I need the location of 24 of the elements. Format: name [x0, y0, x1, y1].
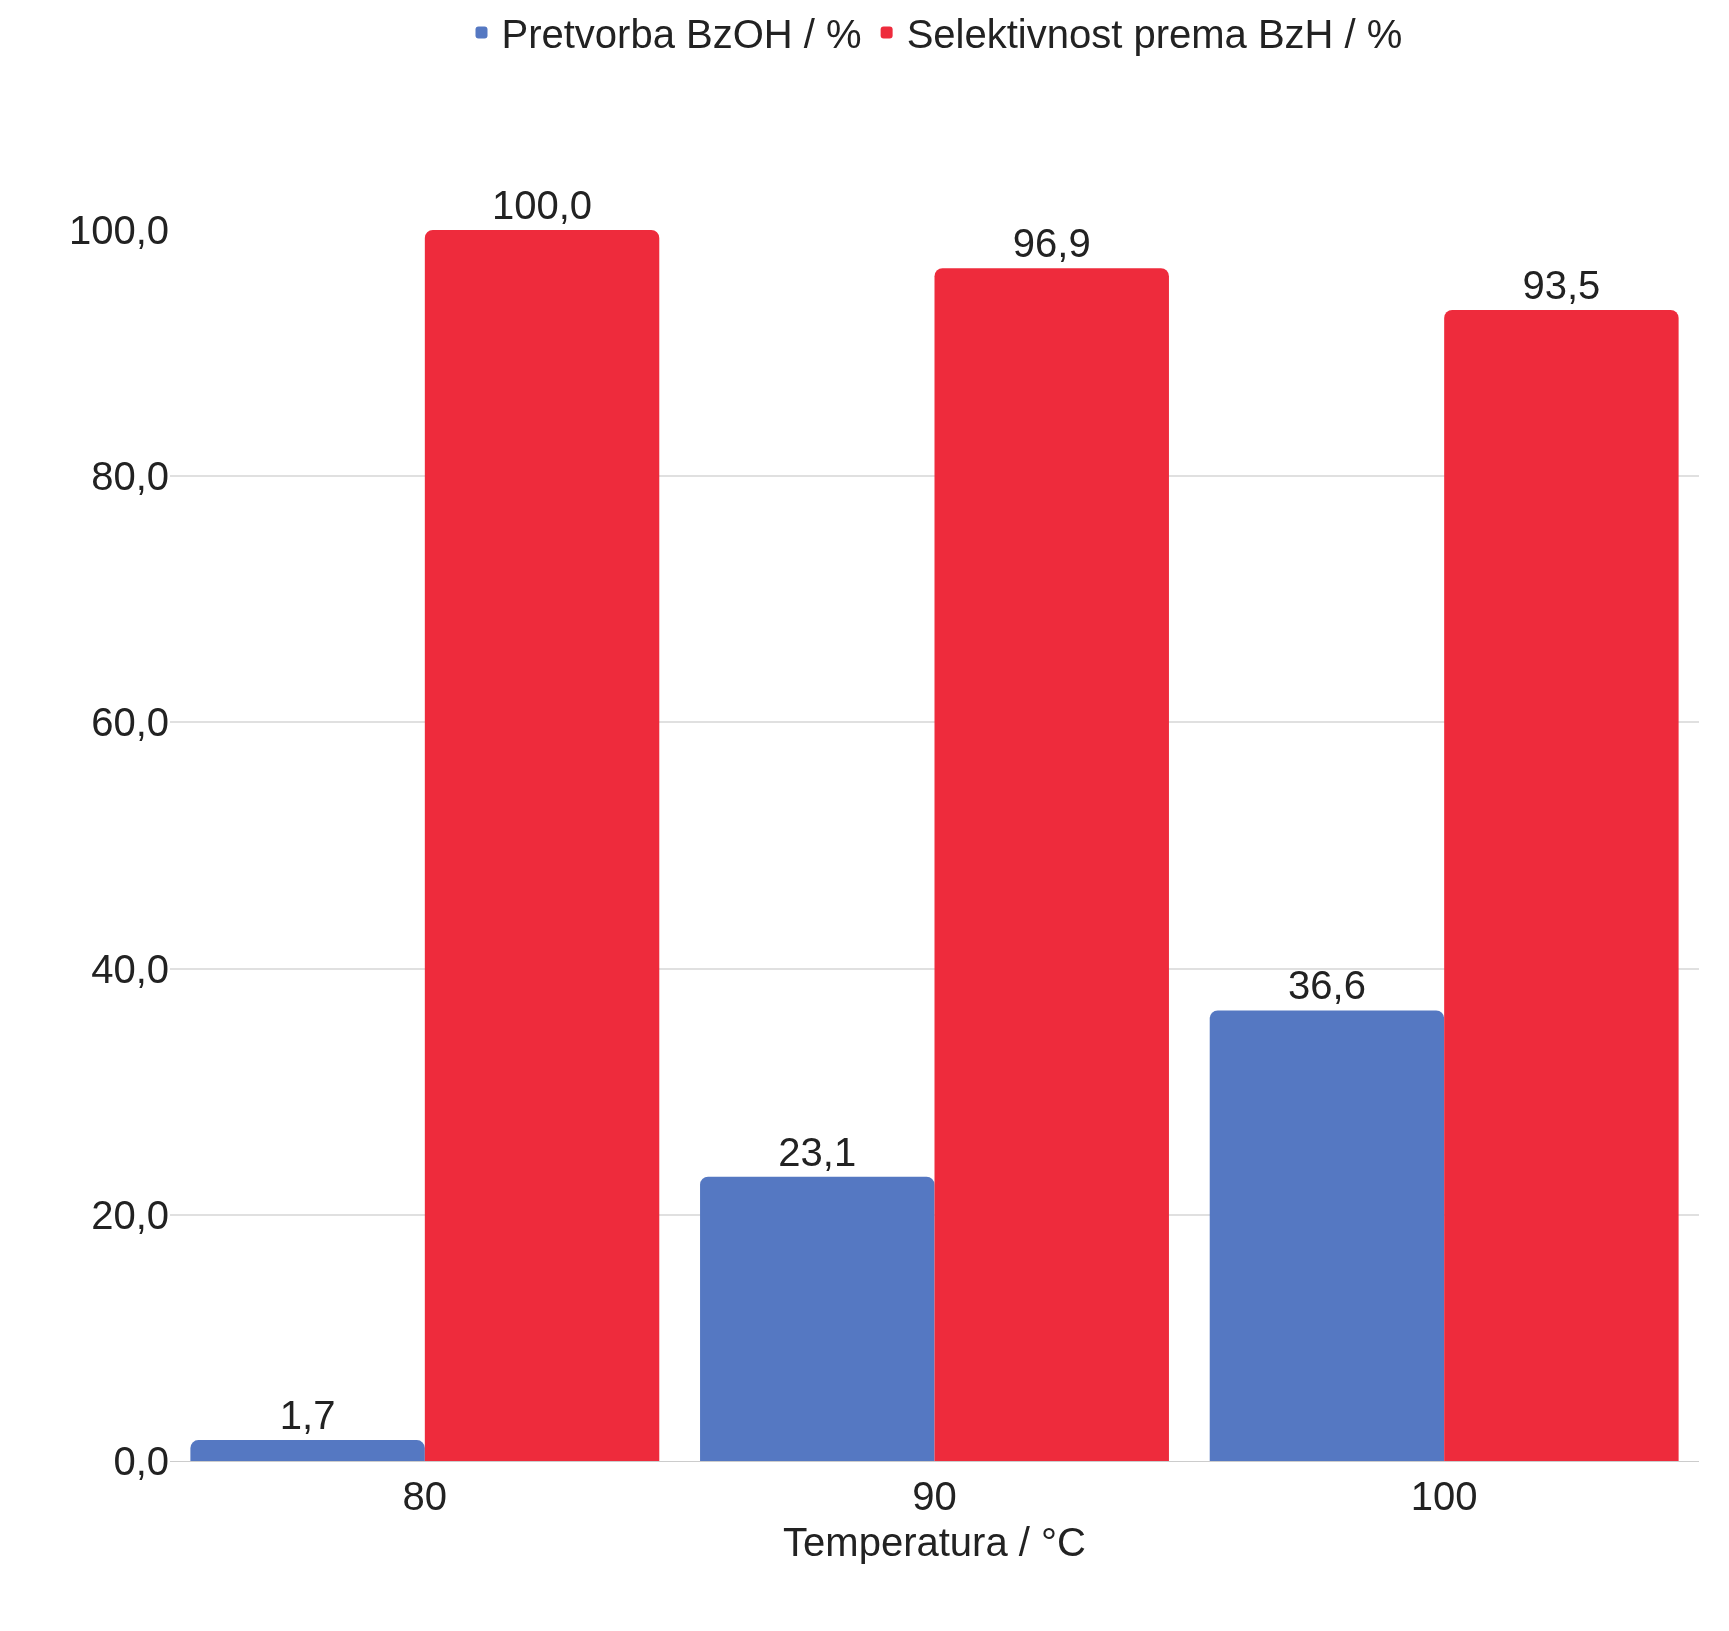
data-label: 96,9	[1012, 221, 1091, 266]
x-tick-label: 100	[1410, 1474, 1478, 1518]
data-label: 100,0	[492, 183, 593, 227]
data-label: 93,5	[1522, 263, 1601, 308]
y-tick-label: 0,0	[113, 1439, 169, 1483]
bar	[1444, 310, 1679, 1461]
bar	[1209, 1010, 1445, 1461]
y-tick-label: 100,0	[68, 208, 169, 252]
bar	[700, 1176, 935, 1461]
bar	[190, 1440, 425, 1461]
bar	[934, 268, 1169, 1461]
data-label: 36,6	[1288, 963, 1366, 1008]
x-tick-label: 80	[402, 1474, 448, 1518]
bar	[424, 230, 660, 1461]
y-tick-label: 40,0	[91, 946, 169, 991]
data-label: 23,1	[778, 1129, 857, 1174]
legend-label: Selektivnost prema BzH / %	[906, 12, 1403, 57]
data-label: 1,7	[279, 1393, 336, 1438]
x-tick-label: 90	[912, 1474, 957, 1518]
legend-label: Pretvorba BzOH / %	[501, 12, 862, 57]
y-tick-label: 60,0	[91, 700, 169, 745]
x-axis-title: Temperatura / °C	[783, 1519, 1086, 1564]
y-tick-label: 20,0	[91, 1192, 169, 1237]
y-tick-label: 80,0	[91, 454, 169, 499]
